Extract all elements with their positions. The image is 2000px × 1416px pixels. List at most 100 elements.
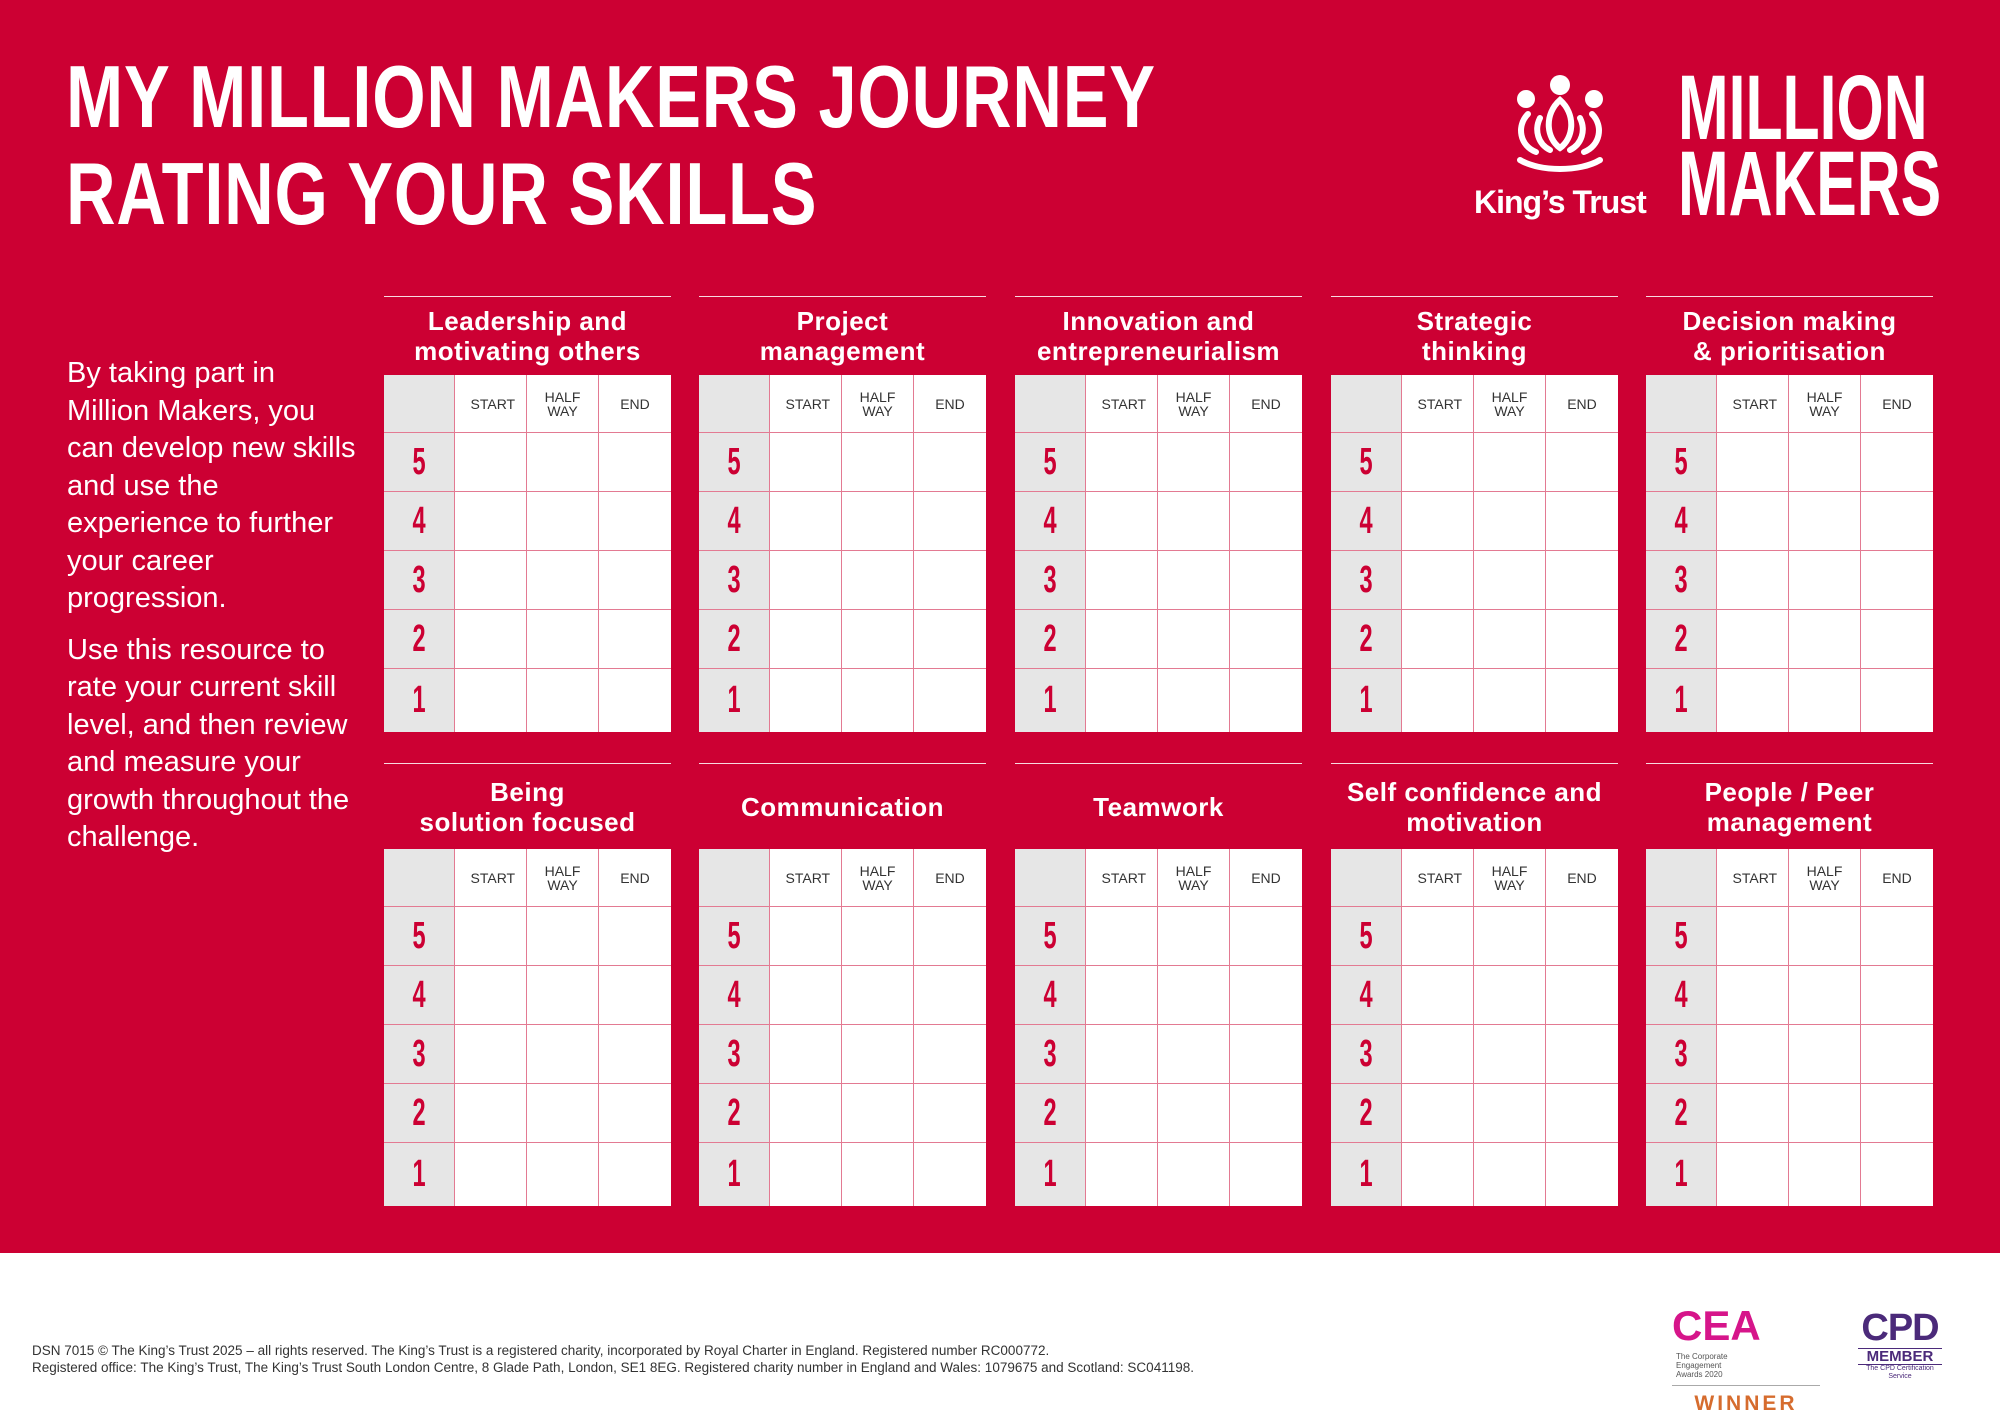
rating-cell[interactable] xyxy=(1086,1025,1158,1084)
rating-cell[interactable] xyxy=(599,551,671,610)
rating-cell[interactable] xyxy=(842,669,914,732)
rating-cell[interactable] xyxy=(1474,433,1546,492)
rating-cell[interactable] xyxy=(1474,610,1546,669)
rating-cell[interactable] xyxy=(1717,669,1789,732)
rating-cell[interactable] xyxy=(1230,1025,1302,1084)
rating-cell[interactable] xyxy=(770,492,842,551)
rating-cell[interactable] xyxy=(455,966,527,1025)
rating-cell[interactable] xyxy=(527,907,599,966)
rating-cell[interactable] xyxy=(599,1025,671,1084)
rating-cell[interactable] xyxy=(1474,1143,1546,1206)
rating-cell[interactable] xyxy=(599,433,671,492)
rating-cell[interactable] xyxy=(914,433,986,492)
rating-cell[interactable] xyxy=(599,610,671,669)
rating-cell[interactable] xyxy=(1230,610,1302,669)
rating-cell[interactable] xyxy=(1402,966,1474,1025)
rating-cell[interactable] xyxy=(1789,669,1861,732)
rating-cell[interactable] xyxy=(1861,551,1933,610)
rating-cell[interactable] xyxy=(455,669,527,732)
rating-cell[interactable] xyxy=(1546,966,1618,1025)
rating-cell[interactable] xyxy=(842,551,914,610)
rating-cell[interactable] xyxy=(1789,492,1861,551)
rating-cell[interactable] xyxy=(1086,1084,1158,1143)
rating-cell[interactable] xyxy=(1086,433,1158,492)
rating-cell[interactable] xyxy=(1789,966,1861,1025)
rating-cell[interactable] xyxy=(1402,669,1474,732)
rating-cell[interactable] xyxy=(1789,907,1861,966)
rating-cell[interactable] xyxy=(1402,907,1474,966)
rating-cell[interactable] xyxy=(1717,1084,1789,1143)
rating-cell[interactable] xyxy=(842,1084,914,1143)
rating-cell[interactable] xyxy=(1402,492,1474,551)
rating-cell[interactable] xyxy=(914,907,986,966)
rating-cell[interactable] xyxy=(1546,1143,1618,1206)
rating-cell[interactable] xyxy=(842,966,914,1025)
rating-cell[interactable] xyxy=(527,492,599,551)
rating-cell[interactable] xyxy=(1861,433,1933,492)
rating-cell[interactable] xyxy=(1861,669,1933,732)
rating-cell[interactable] xyxy=(599,669,671,732)
rating-cell[interactable] xyxy=(842,492,914,551)
rating-cell[interactable] xyxy=(1546,669,1618,732)
rating-cell[interactable] xyxy=(1717,1025,1789,1084)
rating-cell[interactable] xyxy=(1474,551,1546,610)
rating-cell[interactable] xyxy=(1717,433,1789,492)
rating-cell[interactable] xyxy=(1474,1025,1546,1084)
rating-cell[interactable] xyxy=(1230,1084,1302,1143)
rating-cell[interactable] xyxy=(455,492,527,551)
rating-cell[interactable] xyxy=(1230,966,1302,1025)
rating-cell[interactable] xyxy=(455,1025,527,1084)
rating-cell[interactable] xyxy=(1789,610,1861,669)
rating-cell[interactable] xyxy=(527,433,599,492)
rating-cell[interactable] xyxy=(1158,1084,1230,1143)
rating-cell[interactable] xyxy=(1158,966,1230,1025)
rating-cell[interactable] xyxy=(455,907,527,966)
rating-cell[interactable] xyxy=(1861,966,1933,1025)
rating-cell[interactable] xyxy=(1402,1084,1474,1143)
rating-cell[interactable] xyxy=(527,1143,599,1206)
rating-cell[interactable] xyxy=(1546,551,1618,610)
rating-cell[interactable] xyxy=(455,551,527,610)
rating-cell[interactable] xyxy=(842,907,914,966)
rating-cell[interactable] xyxy=(1474,492,1546,551)
rating-cell[interactable] xyxy=(842,433,914,492)
rating-cell[interactable] xyxy=(527,1084,599,1143)
rating-cell[interactable] xyxy=(914,966,986,1025)
rating-cell[interactable] xyxy=(527,551,599,610)
rating-cell[interactable] xyxy=(527,610,599,669)
rating-cell[interactable] xyxy=(842,1143,914,1206)
rating-cell[interactable] xyxy=(770,669,842,732)
rating-cell[interactable] xyxy=(599,1084,671,1143)
rating-cell[interactable] xyxy=(770,610,842,669)
rating-cell[interactable] xyxy=(1546,1025,1618,1084)
rating-cell[interactable] xyxy=(1789,1084,1861,1143)
rating-cell[interactable] xyxy=(1230,551,1302,610)
rating-cell[interactable] xyxy=(1158,907,1230,966)
rating-cell[interactable] xyxy=(1861,1025,1933,1084)
rating-cell[interactable] xyxy=(770,907,842,966)
rating-cell[interactable] xyxy=(455,1143,527,1206)
rating-cell[interactable] xyxy=(1402,610,1474,669)
rating-cell[interactable] xyxy=(1402,1025,1474,1084)
rating-cell[interactable] xyxy=(527,966,599,1025)
rating-cell[interactable] xyxy=(1861,1143,1933,1206)
rating-cell[interactable] xyxy=(1789,551,1861,610)
rating-cell[interactable] xyxy=(1861,610,1933,669)
rating-cell[interactable] xyxy=(1158,1143,1230,1206)
rating-cell[interactable] xyxy=(1230,1143,1302,1206)
rating-cell[interactable] xyxy=(1086,907,1158,966)
rating-cell[interactable] xyxy=(1086,492,1158,551)
rating-cell[interactable] xyxy=(1546,492,1618,551)
rating-cell[interactable] xyxy=(1230,907,1302,966)
rating-cell[interactable] xyxy=(770,1084,842,1143)
rating-cell[interactable] xyxy=(1402,551,1474,610)
rating-cell[interactable] xyxy=(770,433,842,492)
rating-cell[interactable] xyxy=(914,1025,986,1084)
rating-cell[interactable] xyxy=(1158,433,1230,492)
rating-cell[interactable] xyxy=(1546,1084,1618,1143)
rating-cell[interactable] xyxy=(1230,433,1302,492)
rating-cell[interactable] xyxy=(599,907,671,966)
rating-cell[interactable] xyxy=(599,1143,671,1206)
rating-cell[interactable] xyxy=(1717,907,1789,966)
rating-cell[interactable] xyxy=(1086,669,1158,732)
